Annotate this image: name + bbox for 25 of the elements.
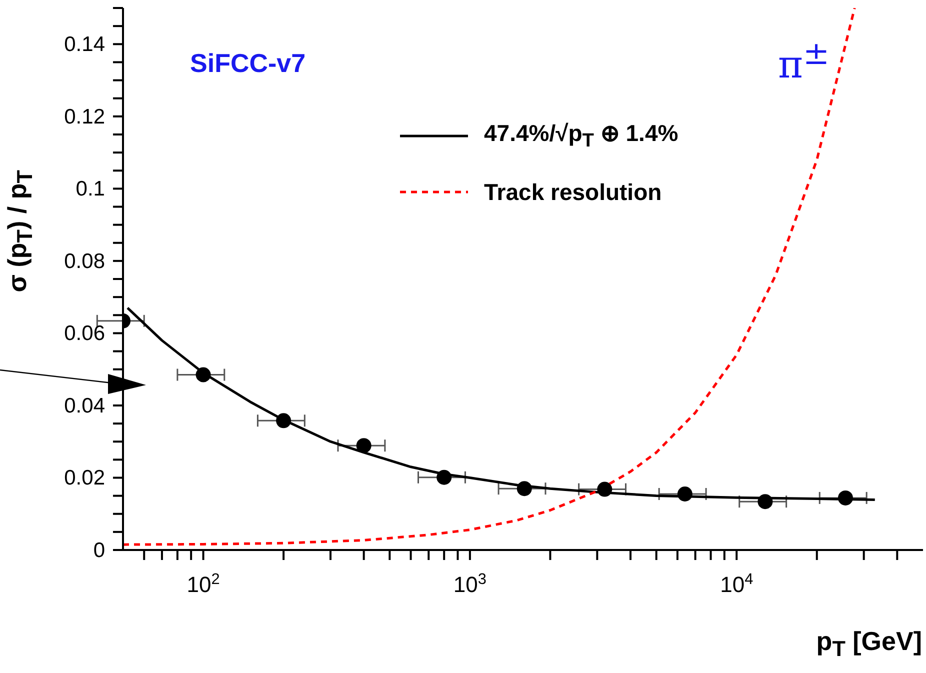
point — [838, 490, 853, 506]
y-tick-label: 0.08 — [64, 250, 105, 273]
point — [516, 481, 532, 496]
x-tick-label: 10$^{2}$ — [186, 570, 220, 597]
y-tick-label: 0.06 — [64, 322, 105, 346]
x-axis-title: p$_{T}$ [GeV] — [816, 626, 922, 662]
y-tick-label: 0.1 — [76, 178, 105, 201]
point — [597, 482, 612, 497]
point — [356, 438, 372, 454]
y-tick-label: 0 — [93, 539, 105, 562]
annotation: SiFCC-v7 — [190, 48, 306, 79]
x-tick-label: 10$^{4}$ — [720, 570, 754, 597]
y-tick-label: 0.02 — [64, 466, 105, 490]
legend-label: Track resolution — [484, 178, 662, 206]
point — [677, 486, 692, 502]
y-tick-label: 0.12 — [64, 105, 105, 128]
point — [758, 494, 773, 510]
annotation: π$^{±}$ — [778, 36, 830, 87]
point — [276, 413, 292, 428]
y-tick-label: 0.14 — [64, 33, 106, 56]
y-tick-label: 0.04 — [64, 394, 106, 418]
point — [196, 367, 211, 382]
legend-label: 47.4%/√p$_{T}$ ⊕ 1.4% — [484, 120, 678, 152]
point — [436, 470, 452, 485]
x-tick-label: 10$^{3}$ — [453, 570, 486, 597]
